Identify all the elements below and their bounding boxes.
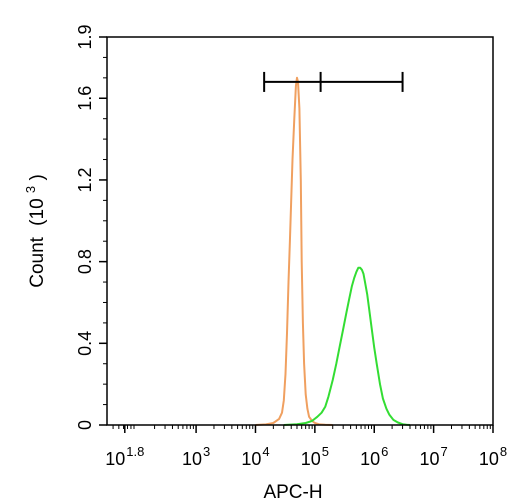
x-tick-label-base: 10 xyxy=(479,449,499,469)
x-axis: 101.8 103 104 105 106 107 108 xyxy=(105,425,507,469)
x-tick-label-exp: 3 xyxy=(203,444,210,459)
x-tick-label: 101.8 xyxy=(105,444,144,469)
x-tick-label-exp: 4 xyxy=(262,444,269,459)
x-tick-label: 104 xyxy=(241,444,269,469)
y-tick-label: 1.9 xyxy=(75,24,95,49)
x-tick-label-exp: 5 xyxy=(322,444,329,459)
x-tick-label-base: 10 xyxy=(419,449,439,469)
x-tick-label: 103 xyxy=(182,444,210,469)
y-axis-title-unit: (10 xyxy=(27,198,48,225)
x-tick-label-base: 10 xyxy=(105,449,125,469)
plot-frame xyxy=(106,36,494,426)
y-tick-label: 0 xyxy=(75,420,95,430)
gate-marker xyxy=(263,71,404,92)
y-tick-label: 0.4 xyxy=(75,331,95,356)
x-tick-label-base: 10 xyxy=(360,449,380,469)
series-line-1 xyxy=(255,76,333,426)
x-axis-title: APC-H xyxy=(263,482,322,503)
y-axis-title: Count (10 3 ) xyxy=(19,174,48,288)
y-axis-title-unit-close: ) xyxy=(27,174,48,180)
series-layer xyxy=(255,76,411,426)
x-tick-label: 105 xyxy=(301,444,329,469)
y-tick-label: 0.8 xyxy=(75,249,95,274)
x-tick-label-exp: 1.8 xyxy=(126,444,144,459)
y-axis-title-text: Count xyxy=(27,236,48,287)
y-tick-label: 1.2 xyxy=(75,167,95,192)
y-axis-title-unit-exp: 3 xyxy=(23,186,38,193)
y-axis: 0 0.4 0.8 1.2 1.6 1.9 xyxy=(75,24,107,430)
x-tick-label: 107 xyxy=(419,444,447,469)
x-tick-label-base: 10 xyxy=(241,449,261,469)
series-line-2 xyxy=(283,266,411,426)
x-tick-label-exp: 8 xyxy=(500,444,507,459)
x-tick-label-exp: 7 xyxy=(441,444,448,459)
x-tick-label: 106 xyxy=(360,444,388,469)
x-tick-label-base: 10 xyxy=(182,449,202,469)
x-tick-label: 108 xyxy=(479,444,507,469)
y-tick-label: 1.6 xyxy=(75,86,95,111)
x-tick-label-base: 10 xyxy=(301,449,321,469)
x-tick-label-exp: 6 xyxy=(381,444,388,459)
